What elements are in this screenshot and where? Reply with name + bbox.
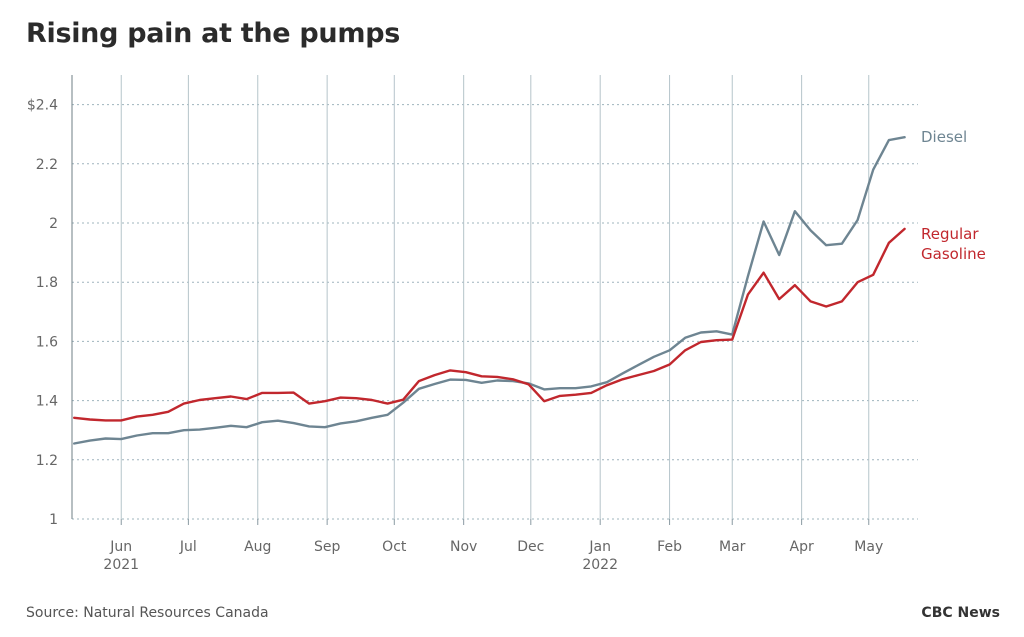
y-tick-label: 1.6 — [36, 334, 58, 350]
y-tick-label: 2.2 — [36, 157, 58, 173]
chart-title: Rising pain at the pumps — [26, 18, 400, 49]
x-tick-label: Dec — [517, 539, 544, 555]
label-layer: Diesel Regular Gasoline — [921, 128, 986, 263]
x-tick-label: Jun — [109, 539, 132, 555]
x-tick-label: May — [854, 539, 883, 555]
y-tick-label: $2.4 — [27, 98, 58, 114]
x-tick-label: Jul — [179, 539, 197, 555]
brand-logo: CBC News — [921, 605, 1000, 621]
y-tick-label: 2 — [49, 216, 58, 232]
x-tick-label: Aug — [244, 539, 271, 555]
source-note: Source: Natural Resources Canada — [26, 605, 269, 621]
axis-layer: 1 1.2 1.4 1.6 1.8 2 2.2 $2.4 Jun 2021 Jul Aug Sep Oct… — [27, 75, 883, 573]
x-tick-label: Oct — [382, 539, 407, 555]
series-layer — [72, 135, 906, 445]
legend-label-diesel: Diesel — [921, 128, 967, 146]
y-tick-label: 1 — [49, 512, 58, 528]
y-tick-label: 1.8 — [36, 275, 58, 291]
series-line-regular-gasoline — [72, 227, 906, 422]
grid-layer — [72, 75, 918, 520]
x-tick-year-label: 2022 — [582, 557, 618, 573]
legend-label-regular-gasoline: Regular Gasoline — [921, 225, 986, 263]
x-tick-label: Jan — [588, 539, 611, 555]
x-tick-label: Sep — [314, 539, 341, 555]
y-tick-label: 1.4 — [36, 394, 58, 410]
x-tick-label: Mar — [719, 539, 746, 555]
x-tick-label: Apr — [790, 539, 814, 555]
x-tick-year-label: 2021 — [103, 557, 139, 573]
x-tick-label: Nov — [450, 539, 477, 555]
line-chart: 1 1.2 1.4 1.6 1.8 2 2.2 $2.4 Jun 2021 Jul Aug Sep Oct… — [27, 75, 986, 573]
y-tick-label: 1.2 — [36, 453, 58, 469]
x-tick-label: Feb — [657, 539, 682, 555]
series-line-diesel — [72, 135, 906, 445]
